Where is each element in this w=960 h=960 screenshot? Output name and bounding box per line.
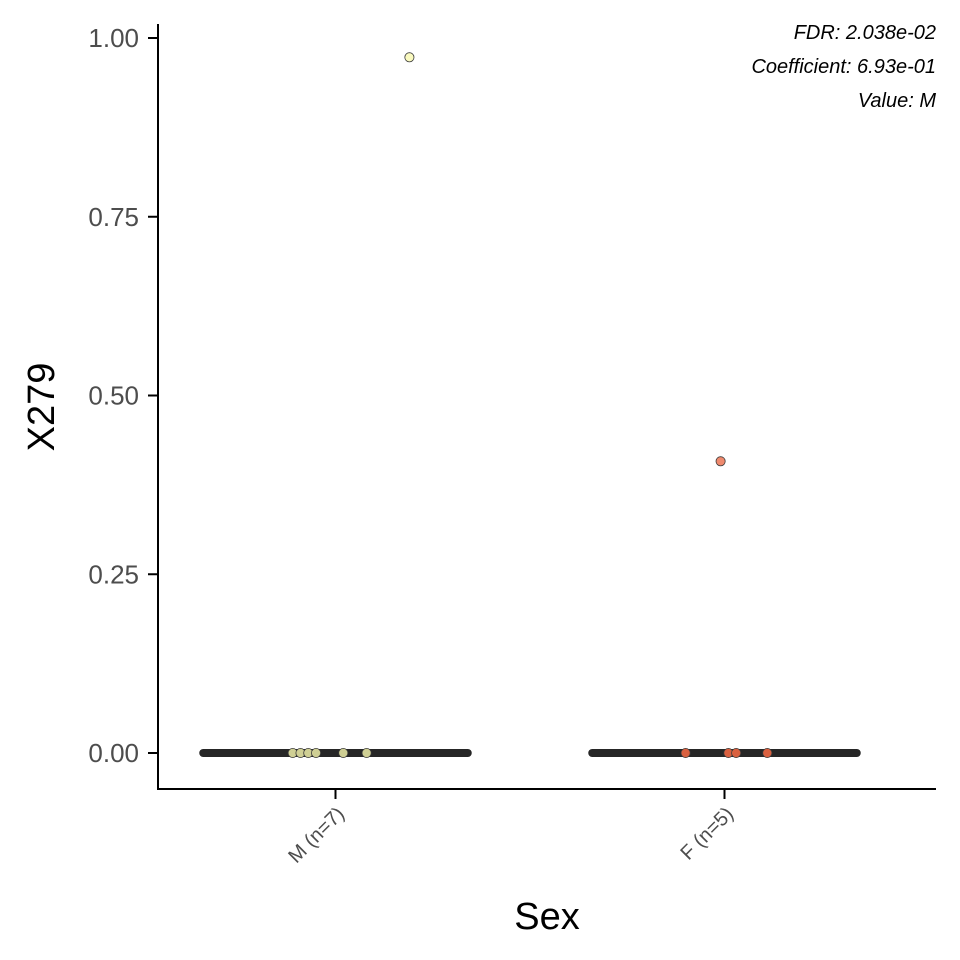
y-tick-label: 1.00 [88, 23, 139, 53]
x-axis-title: Sex [514, 896, 579, 938]
x-axis-ticks: M (n=7) F (n=5) [284, 789, 738, 868]
stat-annotations: FDR: 2.038e-02 Coefficient: 6.93e-01 Val… [751, 22, 936, 112]
annotation-fdr: FDR: 2.038e-02 [794, 22, 936, 44]
y-axis-ticks: 0.00 0.25 0.50 0.75 1.00 [88, 23, 158, 768]
data-point [731, 748, 742, 759]
data-point [715, 456, 726, 467]
y-tick-label: 0.25 [88, 559, 139, 589]
y-tick-label: 0.00 [88, 738, 139, 768]
x-tick-label: F (n=5) [676, 803, 738, 865]
data-point [338, 748, 349, 759]
y-tick-label: 0.50 [88, 381, 139, 411]
data-point [680, 748, 691, 759]
data-point [361, 748, 372, 759]
data-point [311, 748, 322, 759]
data-point [404, 52, 415, 63]
y-tick-label: 0.75 [88, 202, 139, 232]
data-point [762, 748, 773, 759]
annotation-value: Value: M [858, 90, 937, 112]
plot-area [199, 52, 861, 759]
x-tick-label: M (n=7) [284, 803, 349, 868]
annotation-coefficient: Coefficient: 6.93e-01 [751, 56, 936, 78]
y-axis-title: X279 [21, 363, 63, 452]
